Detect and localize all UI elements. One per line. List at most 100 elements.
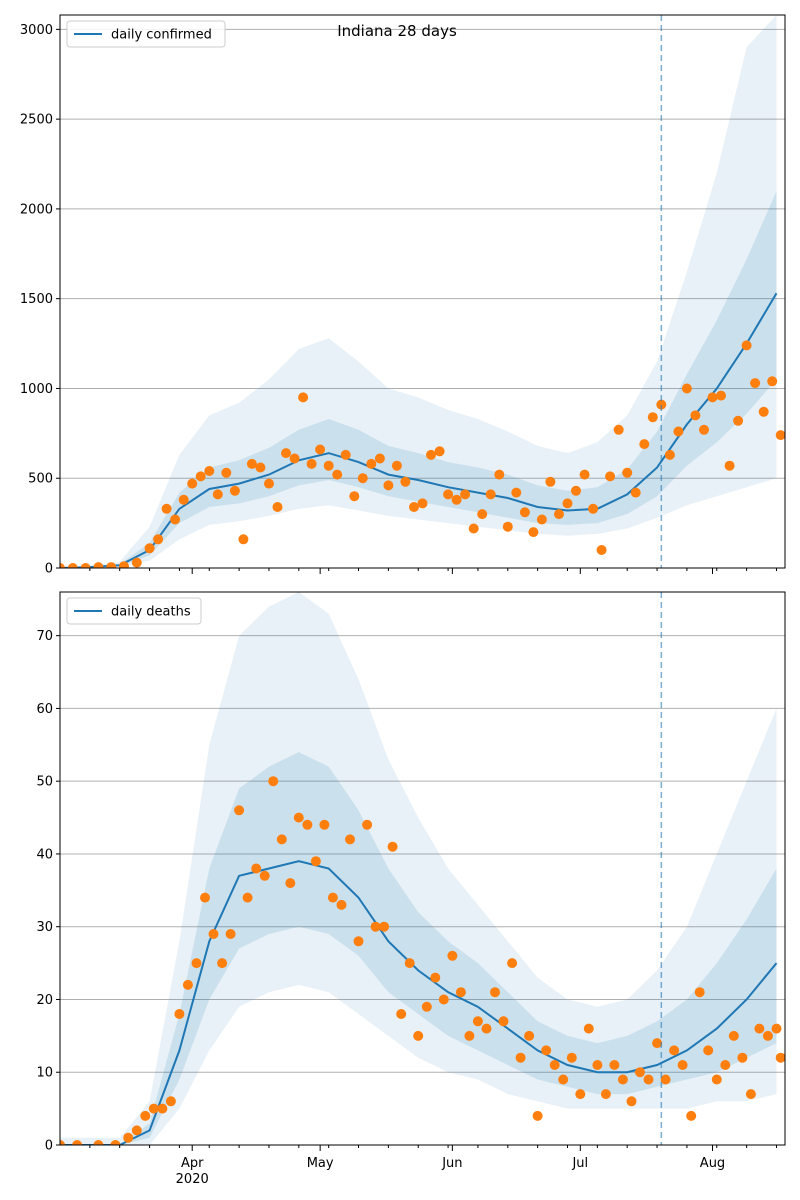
observed-point — [609, 1060, 620, 1070]
y-tick-label: 1500 — [20, 292, 53, 307]
observed-point — [353, 936, 364, 947]
observed-point — [174, 1009, 185, 1019]
observed-point — [93, 1140, 104, 1145]
observed-point — [438, 994, 449, 1005]
observed-point — [622, 467, 633, 478]
observed-point — [281, 448, 291, 459]
observed-point — [699, 424, 709, 435]
observed-point — [762, 1030, 773, 1041]
observed-point — [451, 494, 462, 505]
observed-point — [298, 392, 309, 403]
observed-point — [374, 453, 385, 464]
observed-point — [366, 458, 377, 469]
observed-point — [681, 383, 692, 394]
inner-interval-band — [60, 752, 777, 1145]
observed-point — [716, 390, 726, 401]
observed-point — [596, 545, 607, 555]
observed-point — [306, 458, 317, 469]
observed-point — [549, 1060, 560, 1070]
observed-point — [583, 1023, 594, 1034]
observed-point — [370, 921, 381, 932]
x-tick-sublabel: 2020 — [176, 1172, 209, 1187]
observed-point — [302, 819, 313, 830]
observed-point — [119, 561, 129, 568]
observed-point — [170, 514, 181, 525]
observed-point — [703, 1045, 714, 1056]
observed-point — [635, 1067, 645, 1078]
observed-point — [225, 929, 236, 939]
observed-point — [182, 979, 193, 990]
observed-point — [498, 1016, 509, 1027]
observed-point — [123, 1132, 134, 1143]
observed-point — [246, 458, 257, 469]
observed-point — [502, 521, 513, 532]
observed-point — [430, 972, 441, 983]
legend-box — [66, 597, 202, 625]
observed-point — [656, 399, 667, 410]
observed-point — [494, 469, 505, 480]
inner-interval-band — [60, 191, 777, 568]
observed-point — [447, 950, 458, 961]
y-tick-label: 70 — [36, 629, 53, 644]
observed-point — [148, 1103, 159, 1114]
y-tick-label: 50 — [36, 775, 53, 790]
observed-point — [310, 856, 321, 867]
observed-point — [319, 819, 330, 830]
observed-point — [477, 509, 488, 520]
x-tick-label: Jul — [571, 1156, 588, 1171]
observed-point — [745, 1089, 756, 1100]
observed-point — [677, 1060, 688, 1070]
observed-point — [460, 489, 471, 500]
observed-point — [72, 1140, 83, 1145]
x-tick-label: Jun — [441, 1156, 462, 1171]
observed-point — [472, 1016, 483, 1027]
observed-point — [605, 471, 616, 482]
observed-point — [421, 1001, 432, 1012]
observed-point — [268, 776, 279, 787]
observed-point — [592, 1060, 603, 1070]
observed-point — [191, 958, 202, 969]
observed-point — [758, 406, 769, 417]
observed-point — [647, 412, 658, 423]
x-tick-label: Apr — [181, 1156, 204, 1171]
observed-point — [178, 494, 189, 505]
observed-point — [323, 460, 334, 471]
observed-point — [60, 563, 65, 568]
axes-frame — [59, 591, 786, 1146]
observed-point — [694, 987, 705, 998]
observed-point — [315, 444, 326, 455]
observed-point — [165, 1096, 176, 1107]
observed-point — [387, 841, 398, 852]
observed-point — [187, 478, 198, 489]
observed-point — [507, 958, 518, 969]
observed-point — [639, 439, 650, 450]
observed-point — [541, 1045, 552, 1056]
observed-point — [724, 460, 735, 471]
observed-point — [67, 563, 78, 568]
observed-point — [626, 1096, 637, 1107]
observed-point — [566, 1052, 577, 1063]
observed-point — [733, 415, 744, 426]
y-tick-label: 0 — [45, 1139, 53, 1154]
observed-point — [106, 562, 117, 568]
plot-area — [60, 592, 785, 1145]
observed-point — [728, 1030, 739, 1041]
observed-point — [515, 1052, 526, 1063]
observed-point — [554, 509, 564, 520]
legend: daily confirmed — [66, 20, 226, 48]
observed-point — [157, 1103, 168, 1114]
confirmed-panel: 0 500 1000 1500 2000 2500 3000 Indiana 28 days d… — [20, 14, 786, 577]
observed-point — [285, 878, 296, 889]
legend: daily deaths — [66, 597, 202, 625]
observed-point — [391, 460, 402, 471]
observed-point — [613, 424, 624, 435]
observed-point — [161, 503, 172, 514]
observed-point — [251, 863, 262, 874]
observed-point — [234, 805, 245, 816]
observed-point — [443, 489, 454, 500]
observed-point — [289, 453, 300, 464]
y-tick-label: 40 — [36, 847, 53, 862]
observed-point — [532, 1110, 543, 1121]
